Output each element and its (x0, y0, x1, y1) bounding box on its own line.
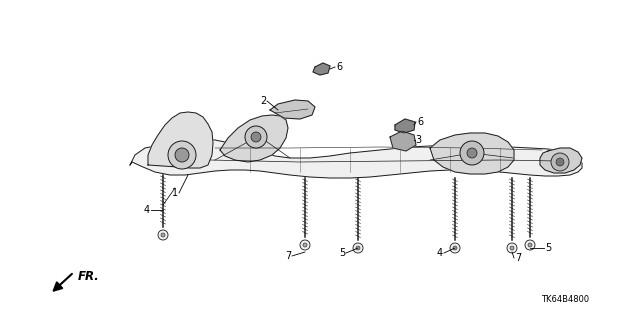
Text: FR.: FR. (78, 270, 100, 283)
Polygon shape (270, 100, 315, 119)
Polygon shape (313, 63, 330, 75)
Circle shape (158, 230, 168, 240)
Circle shape (300, 240, 310, 250)
Circle shape (507, 243, 517, 253)
Text: 7: 7 (515, 253, 521, 263)
Circle shape (450, 243, 460, 253)
Circle shape (528, 243, 532, 247)
Circle shape (245, 126, 267, 148)
Text: 6: 6 (417, 117, 423, 127)
Circle shape (251, 132, 261, 142)
Polygon shape (130, 138, 582, 178)
Circle shape (356, 246, 360, 250)
Circle shape (525, 240, 535, 250)
Polygon shape (390, 131, 416, 151)
Text: 7: 7 (285, 251, 291, 261)
Circle shape (510, 246, 514, 250)
Circle shape (551, 153, 569, 171)
Circle shape (353, 243, 363, 253)
Text: 4: 4 (437, 248, 443, 258)
Polygon shape (148, 112, 213, 168)
Text: 6: 6 (336, 62, 342, 72)
Circle shape (161, 233, 165, 237)
Polygon shape (540, 148, 582, 173)
Circle shape (556, 158, 564, 166)
Text: 1: 1 (172, 188, 178, 198)
Text: TK64B4800: TK64B4800 (541, 295, 589, 305)
Text: 2: 2 (260, 96, 266, 106)
Polygon shape (220, 115, 288, 162)
Text: 5: 5 (545, 243, 551, 253)
Polygon shape (395, 119, 415, 133)
Circle shape (168, 141, 196, 169)
Text: 5: 5 (339, 248, 345, 258)
Polygon shape (430, 133, 514, 174)
Circle shape (303, 243, 307, 247)
Text: 4: 4 (144, 205, 150, 215)
Circle shape (453, 246, 457, 250)
Circle shape (467, 148, 477, 158)
Text: 3: 3 (415, 135, 421, 145)
Circle shape (460, 141, 484, 165)
Circle shape (175, 148, 189, 162)
